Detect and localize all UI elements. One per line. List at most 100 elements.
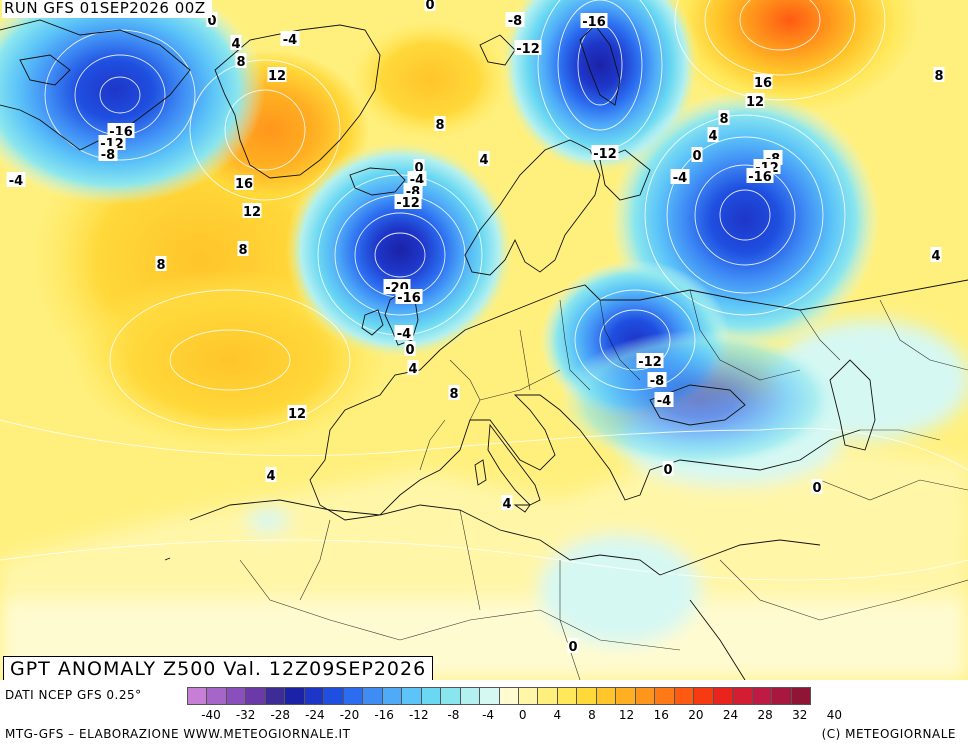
- contour-label: 8: [155, 256, 167, 273]
- colorbar-tick-label: -32: [235, 708, 256, 722]
- contour-label: 0: [567, 638, 579, 655]
- colorbar-swatch: [362, 687, 382, 705]
- colorbar-swatch: [284, 687, 304, 705]
- contour-label: -16: [395, 289, 423, 306]
- colorbar-swatch: [225, 687, 246, 705]
- colorbar-swatch: [693, 687, 713, 705]
- contour-label: 12: [267, 67, 287, 84]
- contour-label: 4: [478, 151, 490, 168]
- contour-label: 0: [413, 159, 425, 176]
- svg-text:-4: -4: [283, 33, 297, 48]
- credit-right-text: (C) METEOGIORNALE: [821, 727, 956, 741]
- colorbar-swatch: [517, 687, 538, 705]
- colorbar-swatch: [206, 687, 226, 705]
- contour-label: 0: [662, 461, 674, 478]
- svg-text:4: 4: [266, 469, 275, 484]
- contour-label: -8: [505, 12, 525, 29]
- contour-label: -12: [636, 353, 664, 370]
- map-title: GPT ANOMALY Z500 Val. 12Z09SEP2026: [3, 656, 434, 682]
- colorbar-swatch: [440, 687, 460, 705]
- credit-left: MTG-GFS – ELABORAZIONE WWW.METEOGIORNALE…: [5, 727, 350, 741]
- colorbar-swatch: [771, 687, 791, 705]
- svg-text:8: 8: [238, 243, 247, 258]
- contour-label: 0: [691, 147, 703, 164]
- contour-label: -8: [647, 372, 667, 389]
- svg-text:-4: -4: [657, 394, 671, 409]
- colorbar-tick-label: 28: [757, 708, 773, 722]
- colorbar-ticks: -40 -32 -28 -24 -20 -16 -12 -8 -4 0 4 8 12 16 20 24 28 32…: [187, 708, 968, 724]
- contour-label: 8: [718, 110, 730, 127]
- svg-text:-12: -12: [638, 355, 662, 370]
- colorbar-tick-label: 24: [722, 708, 739, 722]
- svg-text:-16: -16: [748, 170, 772, 185]
- colorbar-swatch: [576, 687, 596, 705]
- contour-label: 4: [707, 127, 719, 144]
- contour-label: -4: [394, 325, 414, 342]
- contour-label: -12: [514, 40, 542, 57]
- svg-text:4: 4: [231, 37, 240, 52]
- svg-text:-12: -12: [516, 42, 540, 57]
- colorbar-tick-label: -16: [374, 708, 394, 722]
- contour-label: 12: [242, 203, 262, 220]
- contour-label: 8: [434, 116, 446, 133]
- contour-label: 16: [234, 175, 254, 192]
- colorbar-swatch: [595, 687, 616, 705]
- svg-text:12: 12: [243, 205, 261, 220]
- contour-label: 16: [753, 74, 773, 91]
- svg-text:8: 8: [156, 258, 165, 273]
- colorbar-tick-label: -8: [447, 708, 460, 722]
- colorbar-tick-label: -12: [408, 708, 429, 722]
- contour-label: 8: [237, 241, 249, 258]
- credit-right: (C) METEOGIORNALE: [822, 727, 956, 741]
- contour-label: 4: [501, 495, 513, 512]
- contour-label: 8: [933, 67, 945, 84]
- colorbar-swatch: [245, 687, 265, 705]
- contour-label: 0: [424, 0, 436, 13]
- colorbar-swatch: [732, 687, 752, 705]
- colorbar-swatch: [712, 687, 733, 705]
- svg-text:12: 12: [268, 69, 286, 84]
- data-source: DATI NCEP GFS 0.25°: [5, 688, 142, 702]
- coastlines: [0, 19, 968, 680]
- colorbar-tick-label: -4: [482, 708, 495, 722]
- svg-text:8: 8: [449, 387, 458, 402]
- colorbar-tick-label: -40: [201, 708, 221, 722]
- colorbar-swatch: [323, 687, 343, 705]
- colorbar-swatch: [459, 687, 480, 705]
- svg-text:0: 0: [812, 481, 821, 496]
- svg-text:0: 0: [568, 640, 577, 655]
- contour-label: 8: [448, 385, 460, 402]
- svg-text:4: 4: [502, 497, 511, 512]
- colorbar-tick-label: 20: [688, 708, 704, 722]
- colorbar: [187, 687, 811, 705]
- svg-text:0: 0: [414, 161, 423, 176]
- colorbar-swatch: [303, 687, 324, 705]
- contour-label: -8: [98, 146, 118, 163]
- contour-label: 4: [230, 35, 242, 52]
- colorbar-tick-label: 40: [826, 708, 842, 722]
- run-label: RUN GFS 01SEP2026 00Z: [2, 0, 212, 18]
- contour-label: -4: [670, 169, 690, 186]
- svg-text:-16: -16: [397, 291, 421, 306]
- colorbar-swatch: [537, 687, 557, 705]
- colorbar-swatch: [673, 687, 694, 705]
- contour-label: 4: [930, 247, 942, 264]
- svg-text:8: 8: [236, 55, 245, 70]
- contour-label: 0: [811, 479, 823, 496]
- colorbar-swatch: [634, 687, 655, 705]
- colorbar-swatch: [401, 687, 421, 705]
- contour-lines: [0, 0, 968, 581]
- contour-label: -16: [580, 13, 608, 30]
- credit-left-text: MTG-GFS – ELABORAZIONE WWW.METEOGIORNALE…: [5, 727, 351, 741]
- colorbar-tick-label: 12: [618, 708, 635, 722]
- svg-text:-4: -4: [9, 174, 23, 189]
- colorbar-swatch: [556, 687, 577, 705]
- svg-text:8: 8: [934, 69, 943, 84]
- colorbar-tick-label: -20: [339, 708, 360, 722]
- svg-text:4: 4: [479, 153, 488, 168]
- contour-label: 12: [745, 93, 765, 110]
- svg-text:-4: -4: [397, 327, 411, 342]
- colorbar-tick-label: -24: [305, 708, 325, 722]
